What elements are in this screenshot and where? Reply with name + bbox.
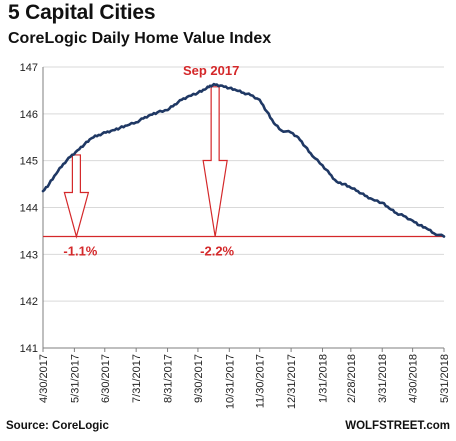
y-tick-label: 142 [20, 296, 38, 308]
x-tick-label: 4/30/2017 [38, 354, 50, 403]
x-tick-label: 4/30/2018 [408, 354, 420, 403]
arrow-large [202, 86, 228, 237]
series [41, 82, 446, 238]
x-tick-labels: 4/30/2017 5/31/2017 6/30/2017 7/31/2017 8/31… [38, 354, 451, 409]
x-tick-label: 5/31/2018 [439, 354, 451, 403]
y-tick-label: 145 [20, 156, 38, 168]
y-tick-labels: 141 142 143 144 145 146 147 [20, 62, 38, 355]
change-label-small: -1.1% [63, 244, 97, 259]
change-label-large: -2.2% [200, 244, 234, 259]
source-note: Source: CoreLogic [6, 420, 109, 432]
axes [42, 67, 445, 352]
y-tick-label: 143 [20, 249, 38, 261]
x-tick-label: 8/31/2017 [163, 354, 175, 403]
x-tick-label: 11/30/2017 [255, 354, 267, 408]
y-tick-label: 146 [20, 109, 38, 121]
x-tick-label: 1/31/2018 [317, 354, 329, 403]
arrow-small [63, 154, 90, 239]
gridlines [43, 66, 444, 349]
x-tick-label: 6/30/2017 [100, 354, 112, 403]
x-tick-label: 2/28/2018 [346, 354, 358, 403]
x-tick-label: 7/31/2017 [131, 354, 143, 403]
series-line [41, 82, 446, 238]
chart-title: 5 Capital Cities [8, 1, 156, 24]
x-tick-label: 10/31/2017 [224, 354, 236, 409]
x-tick-label: 5/31/2017 [69, 354, 81, 403]
x-tick-label: 9/30/2017 [193, 354, 205, 403]
annotations: Sep 2017 -1.1% -2.2% [43, 63, 444, 259]
x-tick-label: 12/31/2017 [286, 354, 298, 409]
chart-subtitle: CoreLogic Daily Home Value Index [8, 30, 272, 47]
peak-label: Sep 2017 [183, 63, 239, 78]
y-tick-label: 147 [20, 62, 38, 74]
y-tick-label: 144 [20, 203, 38, 215]
x-tick-label: 3/31/2018 [377, 354, 389, 403]
watermark: WOLFSTREET.com [345, 420, 450, 432]
y-tick-label: 141 [20, 343, 38, 355]
